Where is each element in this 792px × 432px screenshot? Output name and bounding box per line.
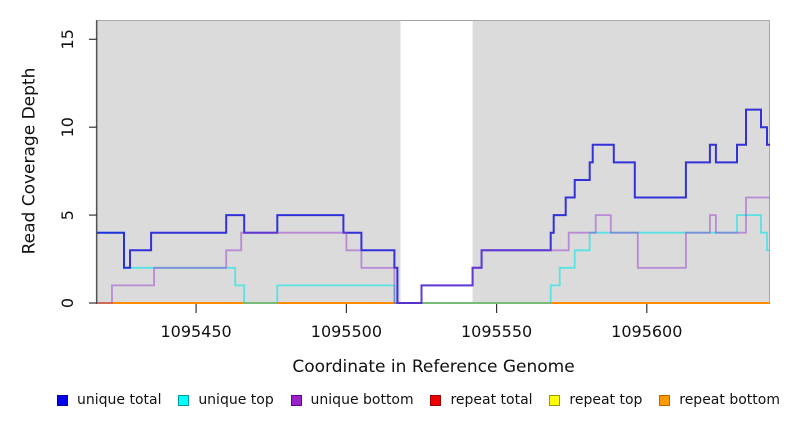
legend-label: unique total [77,392,162,408]
legend-item-repeat-top: repeat top [549,392,642,408]
legend-label: unique top [198,392,274,408]
x-tick-label: 1095550 [461,322,532,341]
legend-item-unique-total: unique total [57,392,161,408]
legend-marker-icon [659,394,671,406]
y-tick-label: 5 [58,210,77,220]
series-unique-top [97,214,770,304]
legend-item-repeat-bottom: repeat bottom [659,392,780,408]
legend-marker-icon [290,394,302,406]
legend-label: repeat top [569,392,643,408]
y-axis-title: Read Coverage Depth [19,67,40,255]
legend-item-unique-bottom: unique bottom [290,392,414,408]
y-tick-label: 10 [58,117,77,137]
y-tick-label: 0 [58,298,77,308]
series-unique-bottom [97,196,770,304]
legend-item-repeat-total: repeat total [430,392,533,408]
series-unique-total [97,108,770,304]
legend: unique total unique top unique bottom repea… [0,392,792,408]
y-tick-label: 15 [58,29,77,49]
x-tick-label: 1095500 [311,322,382,341]
legend-marker-icon [57,394,68,406]
x-axis-title: Coordinate in Reference Genome [292,357,575,377]
legend-marker-icon [430,394,442,406]
legend-item-unique-top: unique top [178,392,274,408]
legend-marker-icon [178,394,190,406]
x-tick-label: 1095450 [160,322,231,341]
legend-label: unique bottom [310,392,414,408]
highlight-band [400,20,473,303]
legend-marker-icon [549,394,561,406]
x-tick-label: 1095600 [611,322,682,341]
legend-label: repeat total [450,392,533,408]
legend-label: repeat bottom [679,392,780,408]
